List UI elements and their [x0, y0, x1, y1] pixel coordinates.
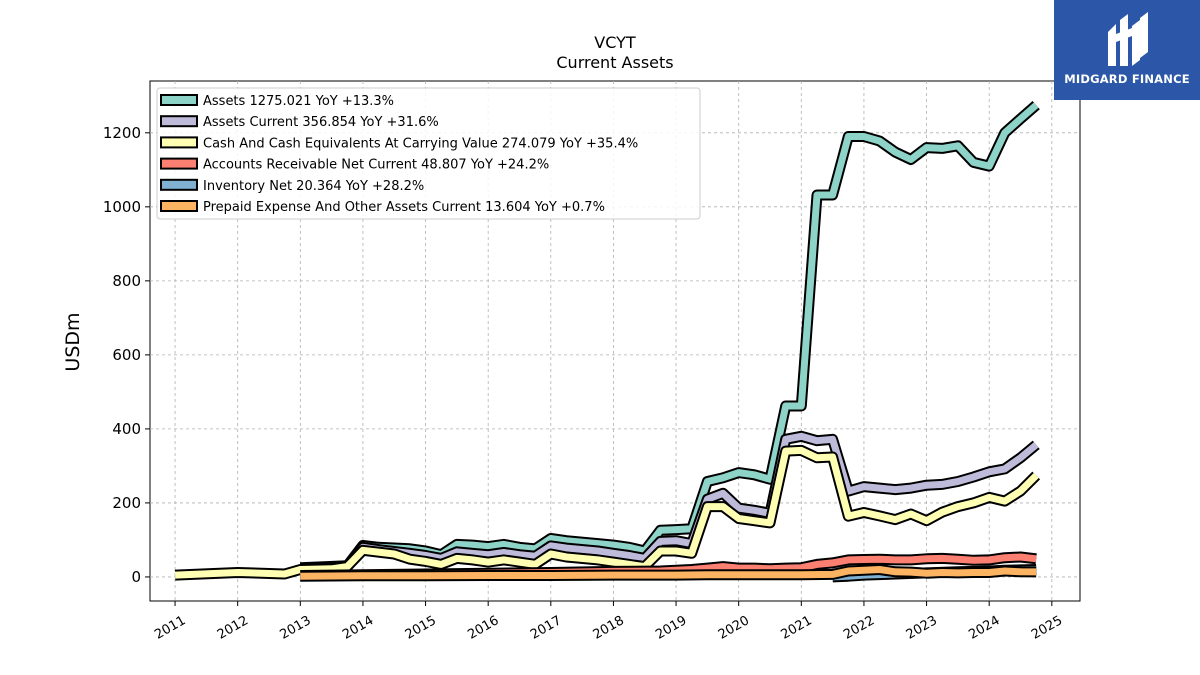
- legend-entry: Accounts Receivable Net Current 48.807 Y…: [203, 158, 549, 173]
- series-2: [174, 444, 1041, 581]
- legend-swatch: [160, 115, 198, 128]
- legend: Assets 1275.021 YoY +13.3% Assets Current…: [156, 87, 701, 220]
- legend-swatch: [160, 94, 198, 106]
- x-tick-label: 2024: [966, 613, 1002, 643]
- x-tick-label: 2011: [152, 613, 188, 643]
- y-tick-label: 800: [112, 272, 141, 290]
- legend-entry: Cash And Cash Equivalents At Carrying Va…: [203, 136, 638, 151]
- logo-mark-icon: [1108, 12, 1148, 66]
- legend-entry: Assets 1275.021 YoY +13.3%: [203, 94, 394, 109]
- x-tick-label: 2025: [1029, 613, 1065, 643]
- x-tick-label: 2014: [340, 613, 376, 643]
- y-tick-label: 400: [112, 420, 141, 438]
- plot-frame: [149, 80, 1081, 602]
- y-tick-label: 600: [112, 346, 141, 364]
- x-tick-label: 2021: [778, 613, 814, 643]
- y-tick-label: 1200: [103, 124, 141, 142]
- x-tick-label: 2019: [653, 613, 689, 643]
- series-5: [300, 564, 1037, 582]
- logo-text: MIDGARD FINANCE: [1064, 72, 1190, 86]
- y-tick-label: 200: [112, 494, 141, 512]
- x-tick-label: 2017: [528, 613, 564, 643]
- series-layer: [174, 100, 1041, 583]
- legend-swatch: [160, 136, 198, 149]
- series-line: [174, 446, 1039, 579]
- series-line: [300, 566, 1037, 580]
- x-tick-label: 2020: [716, 613, 752, 643]
- legend-swatch: [160, 200, 198, 212]
- legend-entry: Prepaid Expense And Other Assets Current…: [203, 200, 605, 215]
- brand-logo: MIDGARD FINANCE: [1054, 0, 1200, 100]
- x-tick-label: 2012: [215, 613, 251, 643]
- legend-entry: Inventory Net 20.364 YoY +28.2%: [203, 179, 424, 194]
- x-tick-label: 2016: [465, 613, 501, 643]
- y-tick-label: 0: [131, 568, 141, 586]
- x-tick-label: 2022: [841, 613, 877, 643]
- legend-swatch: [160, 157, 198, 170]
- legend-swatch: [160, 178, 198, 191]
- x-tick-label: 2015: [403, 613, 439, 643]
- x-tick-label: 2018: [591, 613, 627, 643]
- y-axis-label: USDm: [62, 312, 84, 371]
- legend-entry: Assets Current 356.854 YoY +31.6%: [203, 115, 439, 130]
- chart-title: VCYT: [594, 33, 636, 52]
- y-tick-label: 1000: [103, 198, 141, 216]
- x-tick-label: 2023: [904, 613, 940, 643]
- x-tick-label: 2013: [277, 613, 313, 643]
- chart-subtitle: Current Assets: [556, 53, 673, 72]
- legend-box: [156, 87, 701, 220]
